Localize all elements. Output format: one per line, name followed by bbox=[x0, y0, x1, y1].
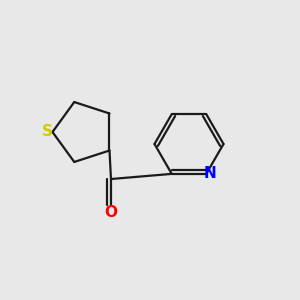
Text: O: O bbox=[104, 206, 118, 220]
Text: N: N bbox=[203, 167, 216, 182]
Text: S: S bbox=[42, 124, 52, 140]
